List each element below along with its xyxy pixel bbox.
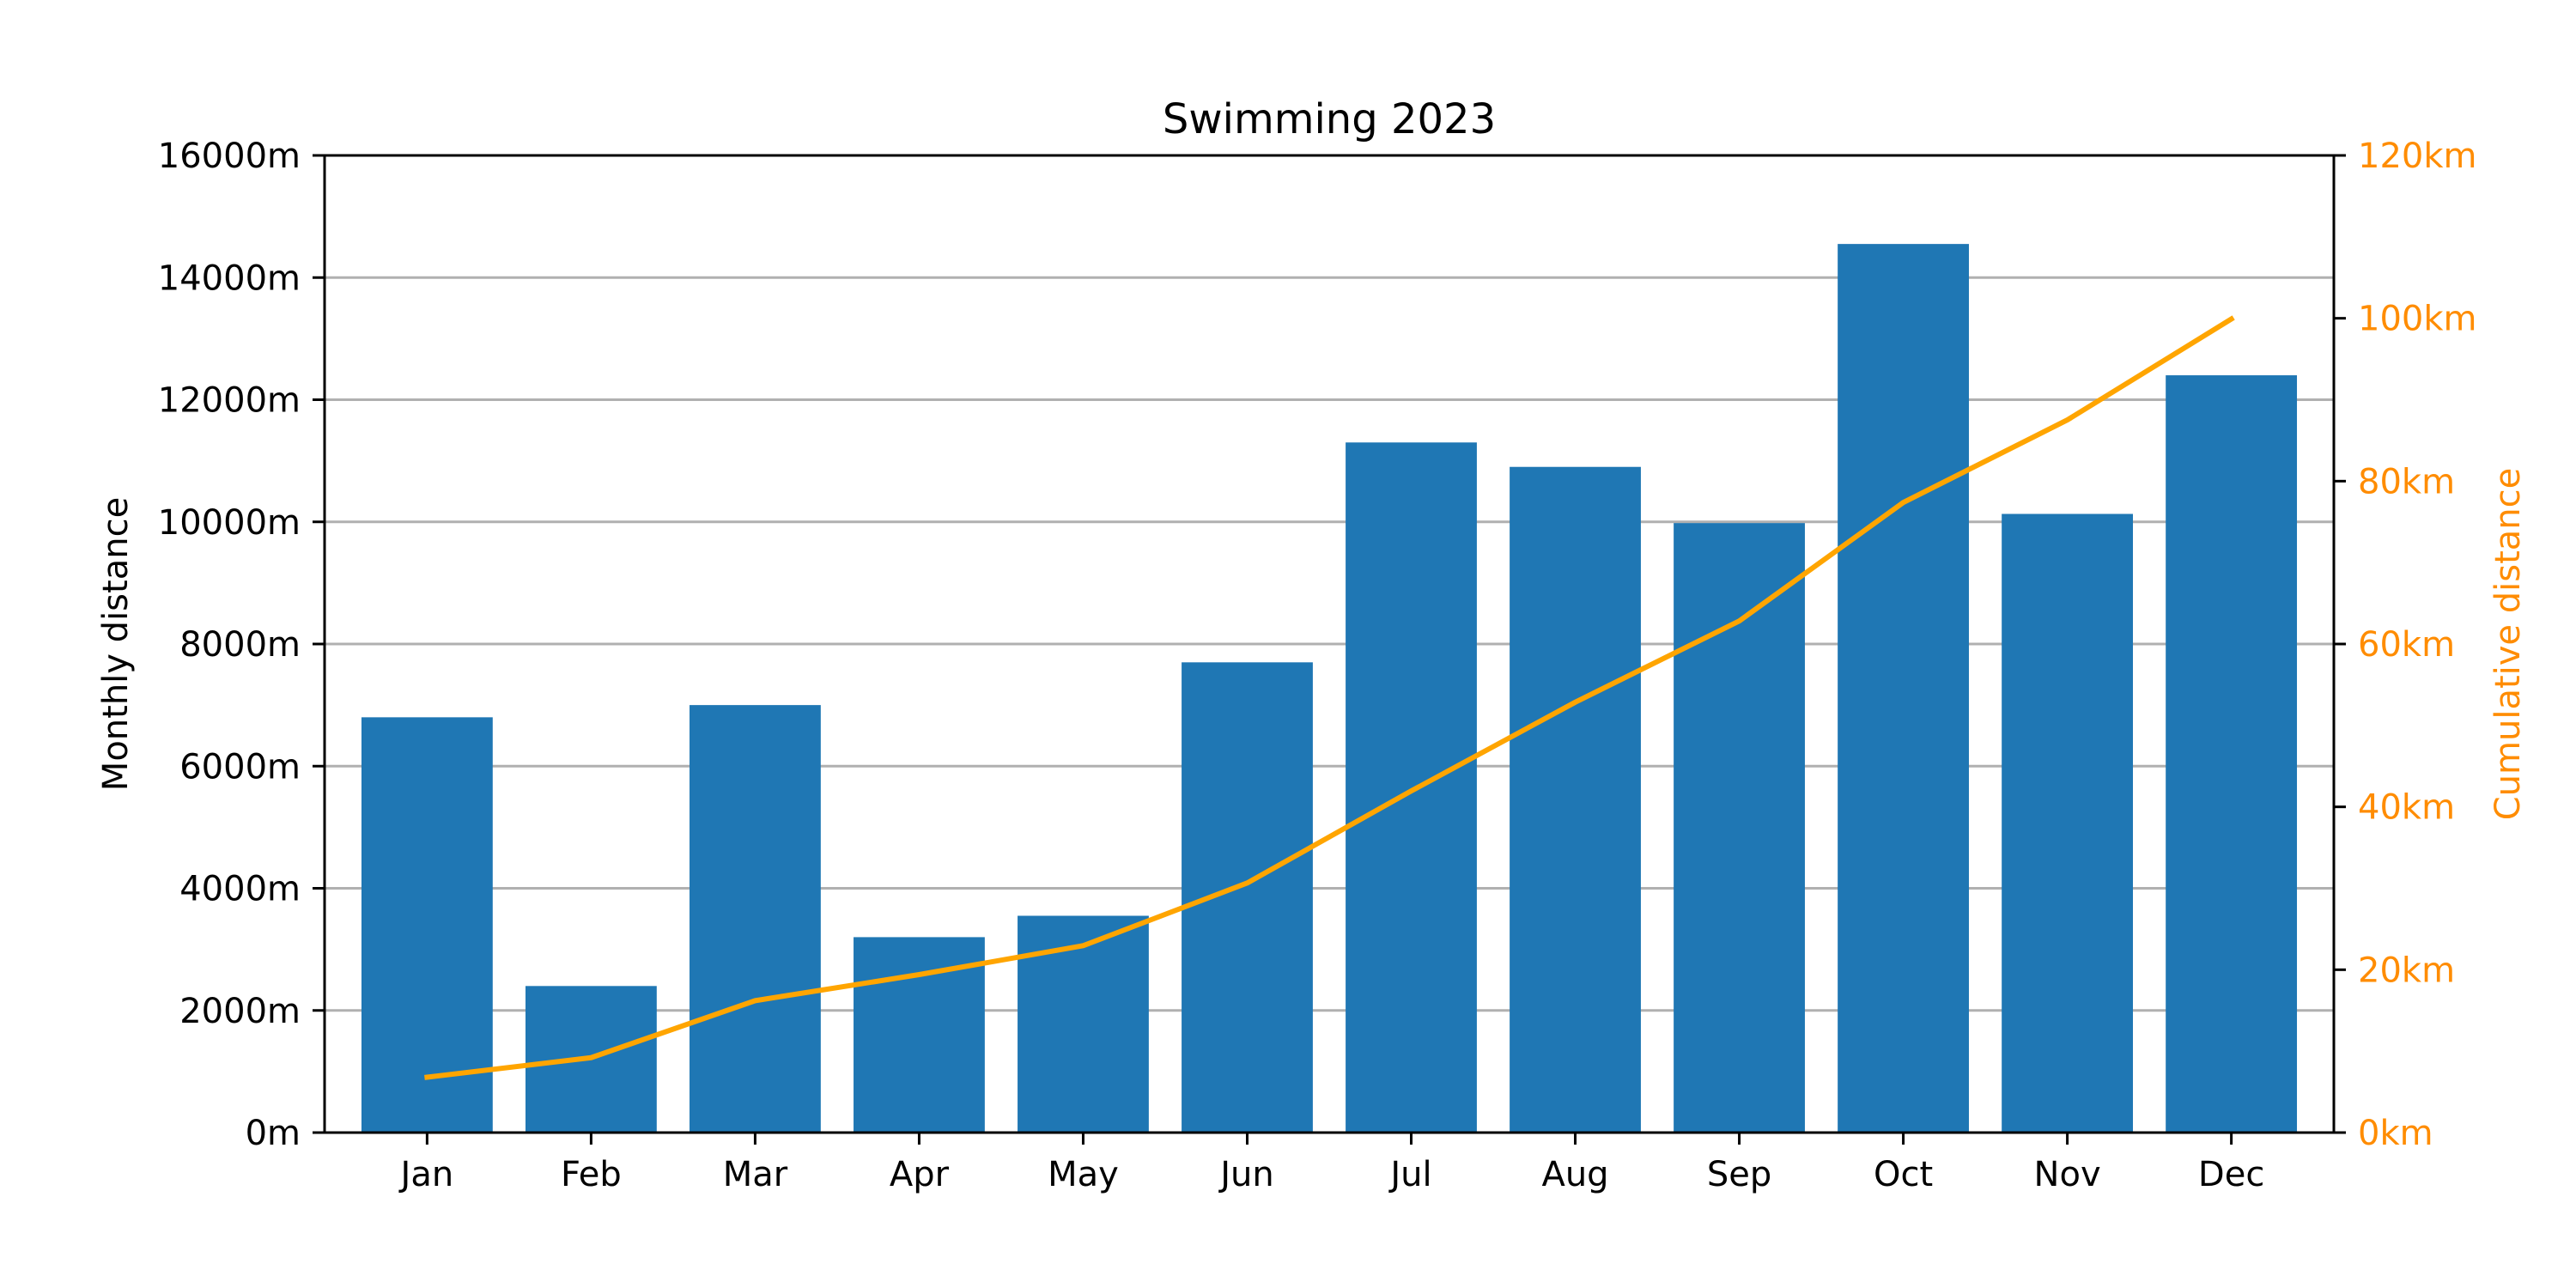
bar-series — [361, 244, 2298, 1133]
x-tick-label: Apr — [890, 1155, 950, 1194]
right-tick-label: 60km — [2358, 625, 2455, 665]
x-tick-label: Feb — [561, 1155, 622, 1194]
chart-title: Swimming 2023 — [1163, 95, 1496, 143]
x-tick-label: Mar — [723, 1155, 788, 1194]
x-tick-label: Jan — [398, 1155, 454, 1194]
left-axis-label: Monthly distance — [96, 497, 136, 791]
bar-jul — [1346, 442, 1477, 1133]
left-tick-label: 16000m — [158, 137, 301, 176]
bar-jun — [1182, 662, 1313, 1133]
axes — [313, 154, 2346, 1145]
cumulative-line — [424, 315, 2235, 1080]
bar-dec — [2166, 375, 2298, 1133]
right-tick-label: 120km — [2358, 137, 2476, 176]
x-tick-label: Sep — [1707, 1155, 1771, 1194]
bar-mar — [690, 705, 821, 1133]
bar-aug — [1510, 466, 1641, 1133]
bar-jan — [361, 717, 493, 1133]
x-tick-label: Oct — [1874, 1155, 1933, 1194]
right-tick-label: 100km — [2358, 300, 2476, 339]
right-tick-label: 80km — [2358, 462, 2455, 501]
x-tick-label: Aug — [1541, 1155, 1608, 1194]
x-tick-label: May — [1048, 1155, 1119, 1194]
bar-apr — [854, 937, 985, 1133]
bar-sep — [1674, 523, 1805, 1133]
cumulative-line-series — [424, 315, 2235, 1080]
bar-nov — [2002, 513, 2133, 1133]
x-tick-label: Nov — [2034, 1155, 2101, 1194]
left-tick-label: 14000m — [158, 258, 301, 298]
left-tick-label: 4000m — [179, 870, 301, 909]
x-tick-label: Dec — [2198, 1155, 2264, 1194]
chart-text: Swimming 2023 Monthly distance Cumulativ… — [96, 95, 2528, 1194]
left-tick-label: 8000m — [179, 625, 301, 665]
left-tick-label: 10000m — [158, 503, 301, 543]
x-tick-label: Jun — [1218, 1155, 1274, 1194]
x-tick-label: Jul — [1388, 1155, 1431, 1194]
left-tick-label: 0m — [246, 1114, 301, 1153]
right-tick-label: 0km — [2358, 1114, 2433, 1153]
right-axis-label: Cumulative distance — [2488, 468, 2528, 821]
left-tick-label: 2000m — [179, 992, 301, 1031]
left-tick-label: 6000m — [179, 747, 301, 787]
left-tick-label: 12000m — [158, 381, 301, 421]
right-tick-label: 40km — [2358, 788, 2455, 828]
right-tick-label: 20km — [2358, 951, 2455, 990]
bar-oct — [1838, 244, 1969, 1133]
